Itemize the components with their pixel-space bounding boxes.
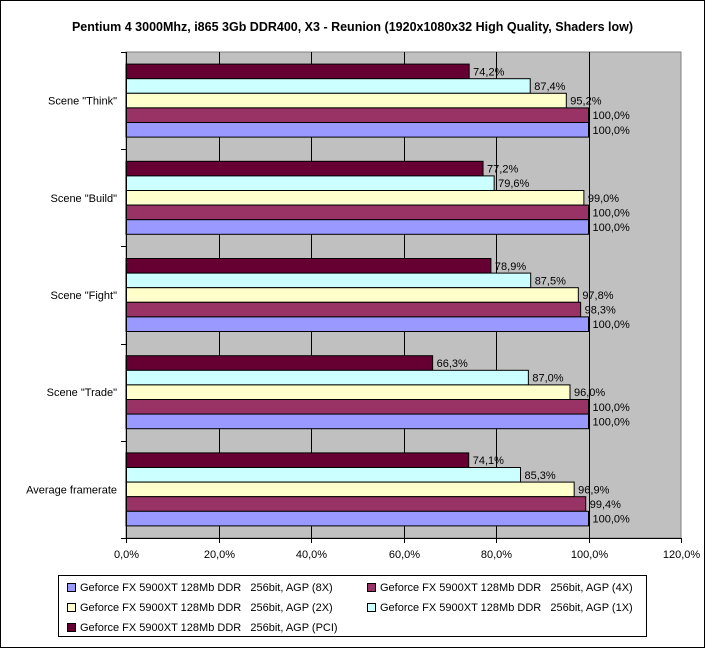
bar [125, 204, 589, 221]
x-tick-label: 0,0% [114, 549, 139, 561]
data-label: 100,0% [593, 207, 631, 219]
data-label: 100,0% [593, 402, 631, 414]
legend-swatch [67, 582, 76, 592]
data-label: 78,9% [495, 261, 526, 273]
legend-label: Geforce FX 5900XT 128Mb DDR 256bit, AGP … [80, 582, 333, 595]
bar [125, 399, 589, 415]
x-tick-label: 20,0% [204, 549, 235, 561]
data-label: 100,0% [593, 514, 631, 526]
data-label: 79,6% [498, 178, 529, 190]
legend-label: Geforce FX 5900XT 128Mb DDR 256bit, AGP … [80, 602, 333, 615]
x-tick-label: 100,0% [571, 549, 609, 561]
legend-item: Geforce FX 5900XT 128Mb DDR 256bit, AGP … [67, 582, 333, 594]
data-label: 97,8% [582, 290, 613, 302]
category-label: Scene "Build" [50, 193, 117, 205]
bar [125, 63, 470, 80]
data-label: 87,0% [532, 373, 563, 385]
legend-item: Geforce FX 5900XT 128Mb DDR 256bit, AGP … [367, 602, 633, 614]
x-tick-label: 60,0% [389, 549, 420, 561]
legend-swatch [367, 582, 376, 592]
x-tick-label: 80,0% [481, 549, 512, 561]
bar [125, 413, 589, 430]
data-label: 77,2% [487, 164, 518, 176]
data-label: 87,4% [534, 81, 565, 93]
bar [125, 287, 579, 303]
bar [125, 384, 571, 400]
data-label: 100,0% [593, 416, 631, 428]
bar [125, 369, 529, 386]
bar [125, 467, 522, 483]
category-label: Scene "Fight" [50, 290, 117, 302]
bar [125, 219, 589, 235]
x-tick-label: 40,0% [296, 549, 327, 561]
data-label: 66,3% [437, 358, 468, 370]
bar [125, 107, 589, 124]
data-label: 87,5% [535, 275, 566, 287]
data-label: 96,0% [574, 387, 605, 399]
legend: Geforce FX 5900XT 128Mb DDR 256bit, AGP … [58, 575, 647, 637]
legend-label: Geforce FX 5900XT 128Mb DDR 256bit, AGP … [380, 582, 633, 595]
data-label: 85,3% [525, 470, 556, 482]
legend-swatch [367, 602, 376, 612]
data-label: 98,3% [585, 305, 616, 317]
legend-swatch [67, 622, 76, 632]
data-label: 99,4% [590, 499, 621, 511]
category-label: Average framerate [26, 484, 117, 496]
legend-item: Geforce FX 5900XT 128Mb DDR 256bit, AGP … [67, 602, 333, 614]
bar [125, 160, 484, 177]
legend-item: Geforce FX 5900XT 128Mb DDR 256bit, AGP … [67, 622, 338, 634]
bar [125, 481, 575, 498]
x-tick-label: 120,0% [663, 549, 701, 561]
data-label: 99,0% [588, 193, 619, 205]
category-label: Scene "Think" [48, 96, 117, 108]
bar [125, 175, 495, 191]
bar [125, 122, 589, 138]
bar [125, 272, 532, 289]
bar [125, 452, 470, 468]
data-label: 100,0% [593, 222, 631, 234]
data-label: 95,2% [570, 96, 601, 108]
data-label: 100,0% [593, 319, 631, 331]
bar [125, 92, 567, 109]
bar [125, 258, 492, 274]
chart-title: Pentium 4 3000Mhz, i865 3Gb DDR400, X3 -… [71, 20, 634, 34]
legend-label: Geforce FX 5900XT 128Mb DDR 256bit, AGP … [80, 622, 338, 635]
data-label: 96,9% [578, 484, 609, 496]
bar [125, 355, 434, 371]
bar [125, 496, 587, 512]
data-label: 74,2% [473, 66, 504, 78]
bar [125, 190, 585, 206]
legend-swatch [67, 602, 76, 612]
bar [125, 316, 589, 332]
legend-label: Geforce FX 5900XT 128Mb DDR 256bit, AGP … [380, 602, 633, 615]
bar [125, 78, 531, 94]
data-label: 74,1% [473, 455, 504, 467]
bar [125, 301, 582, 318]
legend-item: Geforce FX 5900XT 128Mb DDR 256bit, AGP … [367, 582, 633, 594]
data-label: 100,0% [593, 125, 631, 137]
data-label: 100,0% [593, 110, 631, 122]
category-label: Scene "Trade" [47, 387, 117, 399]
bar [125, 510, 589, 527]
